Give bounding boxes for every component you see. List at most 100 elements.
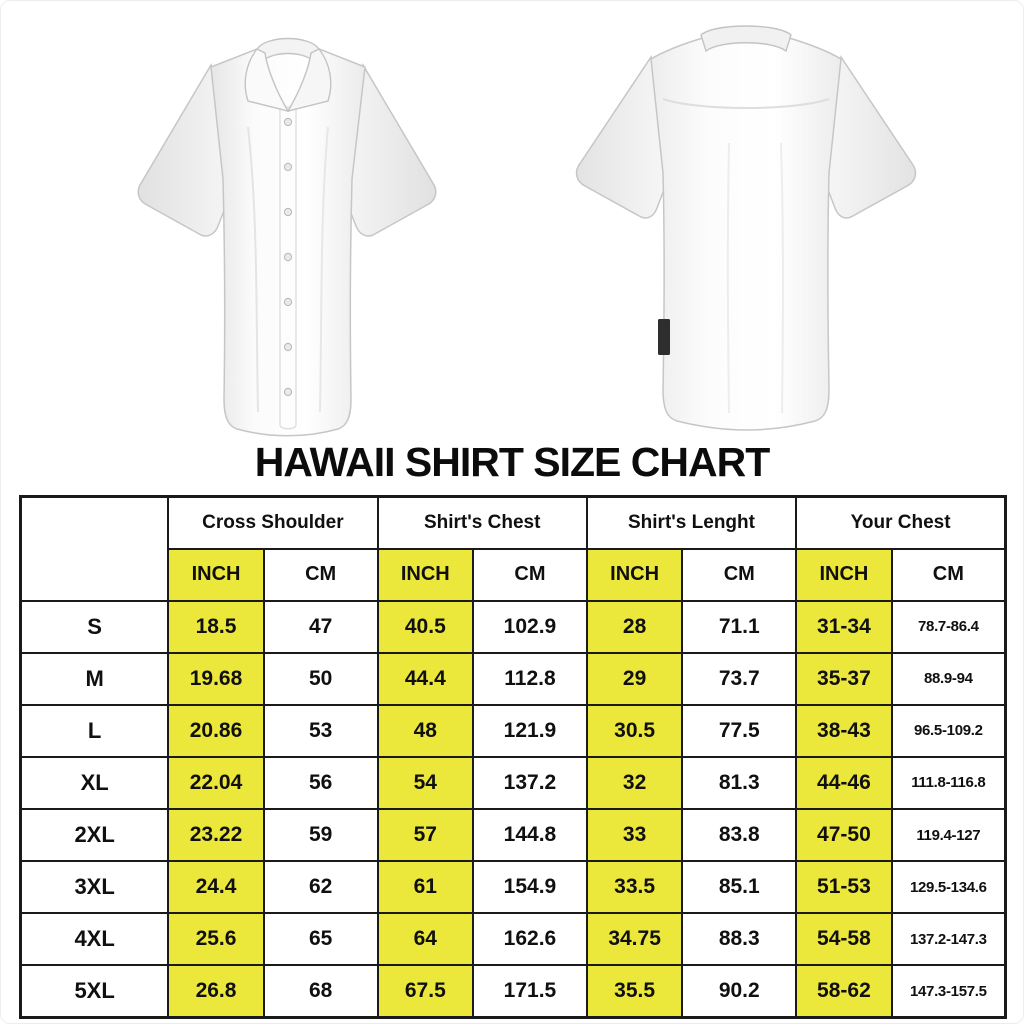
- value-cell: 77.5: [681, 703, 798, 758]
- value-cell: 26.8: [167, 964, 265, 1019]
- value-cell: 61: [376, 860, 475, 915]
- value-cell: 147.3-157.5: [890, 964, 1007, 1019]
- unit-header-inch: INCH: [585, 547, 684, 602]
- size-label: 3XL: [19, 860, 170, 915]
- value-cell: 68: [262, 964, 379, 1019]
- table-row-4xl: 4XL 25.6 65 64 162.6 34.75 88.3 54-58 13…: [19, 912, 1007, 967]
- value-cell: 50: [262, 651, 379, 706]
- value-cell: 30.5: [585, 703, 684, 758]
- value-cell: 47: [262, 599, 379, 654]
- value-cell: 144.8: [472, 807, 588, 863]
- value-cell: 112.8: [472, 651, 588, 706]
- value-cell: 34.75: [585, 912, 684, 967]
- value-cell: 85.1: [681, 860, 798, 915]
- group-header-shirts-lenght: Shirt's Lenght: [585, 495, 798, 550]
- value-cell: 54-58: [795, 912, 893, 967]
- value-cell: 88.3: [681, 912, 798, 967]
- table-row-2xl: 2XL 23.22 59 57 144.8 33 83.8 47-50 119.…: [19, 807, 1007, 863]
- table-row-xl: XL 22.04 56 54 137.2 32 81.3 44-46 111.8…: [19, 755, 1007, 811]
- value-cell: 32: [585, 755, 684, 811]
- front-shirt-buttons: [283, 117, 293, 397]
- value-cell: 90.2: [681, 964, 798, 1019]
- value-cell: 78.7-86.4: [890, 599, 1007, 654]
- front-shirt-collar: [244, 37, 332, 113]
- value-cell: 67.5: [376, 964, 475, 1019]
- size-label: L: [19, 703, 170, 758]
- value-cell: 137.2: [472, 755, 588, 811]
- chart-title: HAWAII SHIRT SIZE CHART: [254, 439, 771, 485]
- unit-header-inch: INCH: [795, 547, 893, 602]
- value-cell: 40.5: [376, 599, 475, 654]
- unit-header-cm: CM: [890, 547, 1007, 602]
- value-cell: 53: [262, 703, 379, 758]
- value-cell: 33.5: [585, 860, 684, 915]
- size-label: 2XL: [19, 807, 170, 863]
- value-cell: 57: [376, 807, 475, 863]
- value-cell: 129.5-134.6: [890, 860, 1007, 915]
- value-cell: 29: [585, 651, 684, 706]
- value-cell: 44-46: [795, 755, 893, 811]
- value-cell: 65: [262, 912, 379, 967]
- table-row-5xl: 5XL 26.8 68 67.5 171.5 35.5 90.2 58-62 1…: [19, 964, 1007, 1019]
- value-cell: 96.5-109.2: [890, 703, 1007, 758]
- size-label: 5XL: [19, 964, 170, 1019]
- group-header-your-chest: Your Chest: [795, 495, 1007, 550]
- value-cell: 59: [262, 807, 379, 863]
- back-shirt-body: [650, 31, 842, 431]
- back-shirt-collar: [700, 25, 792, 53]
- table-row-s: S 18.5 47 40.5 102.9 28 71.1 31-34 78.7-…: [19, 599, 1007, 654]
- table-row-3xl: 3XL 24.4 62 61 154.9 33.5 85.1 51-53 129…: [19, 860, 1007, 915]
- value-cell: 35-37: [795, 651, 893, 706]
- value-cell: 44.4: [376, 651, 475, 706]
- unit-header-inch: INCH: [167, 547, 265, 602]
- value-cell: 102.9: [472, 599, 588, 654]
- value-cell: 18.5: [167, 599, 265, 654]
- value-cell: 54: [376, 755, 475, 811]
- value-cell: 88.9-94: [890, 651, 1007, 706]
- front-shirt-image: [137, 37, 437, 437]
- front-shirt-placket: [279, 106, 297, 430]
- value-cell: 25.6: [167, 912, 265, 967]
- value-cell: 24.4: [167, 860, 265, 915]
- unit-header-cm: CM: [262, 547, 379, 602]
- value-cell: 73.7: [681, 651, 798, 706]
- value-cell: 58-62: [795, 964, 893, 1019]
- value-cell: 48: [376, 703, 475, 758]
- group-header-shirts-chest: Shirt's Chest: [376, 495, 588, 550]
- table-row-m: M 19.68 50 44.4 112.8 29 73.7 35-37 88.9…: [19, 651, 1007, 706]
- value-cell: 154.9: [472, 860, 588, 915]
- shirt-images: [1, 1, 1023, 459]
- corner-cell: [19, 495, 170, 602]
- value-cell: 62: [262, 860, 379, 915]
- size-label: XL: [19, 755, 170, 811]
- back-shirt-image: [575, 25, 917, 431]
- value-cell: 51-53: [795, 860, 893, 915]
- value-cell: 31-34: [795, 599, 893, 654]
- size-chart-table: Cross Shoulder Shirt's Chest Shirt's Len…: [19, 495, 1007, 1019]
- value-cell: 64: [376, 912, 475, 967]
- value-cell: 56: [262, 755, 379, 811]
- value-cell: 81.3: [681, 755, 798, 811]
- size-label: M: [19, 651, 170, 706]
- value-cell: 35.5: [585, 964, 684, 1019]
- value-cell: 19.68: [167, 651, 265, 706]
- value-cell: 121.9: [472, 703, 588, 758]
- back-shirt-side-tag: [658, 319, 670, 355]
- value-cell: 20.86: [167, 703, 265, 758]
- value-cell: 111.8-116.8: [890, 755, 1007, 811]
- value-cell: 47-50: [795, 807, 893, 863]
- value-cell: 83.8: [681, 807, 798, 863]
- value-cell: 71.1: [681, 599, 798, 654]
- value-cell: 22.04: [167, 755, 265, 811]
- table-row-l: L 20.86 53 48 121.9 30.5 77.5 38-43 96.5…: [19, 703, 1007, 758]
- value-cell: 23.22: [167, 807, 265, 863]
- unit-header-cm: CM: [472, 547, 588, 602]
- size-label: 4XL: [19, 912, 170, 967]
- unit-header-inch: INCH: [376, 547, 475, 602]
- group-header-cross-shoulder: Cross Shoulder: [167, 495, 379, 550]
- value-cell: 137.2-147.3: [890, 912, 1007, 967]
- unit-header-cm: CM: [681, 547, 798, 602]
- value-cell: 28: [585, 599, 684, 654]
- value-cell: 171.5: [472, 964, 588, 1019]
